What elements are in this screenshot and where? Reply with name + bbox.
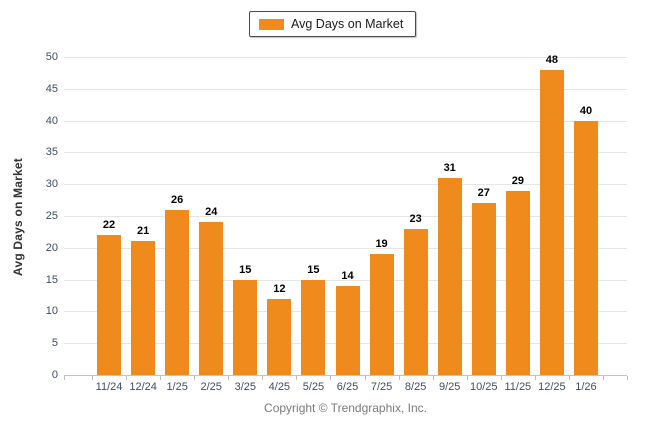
bar <box>437 177 462 375</box>
y-tick-label: 5 <box>51 337 58 350</box>
x-axis-tick <box>330 376 332 380</box>
bar-value-label: 12 <box>273 282 286 295</box>
x-axis-tick <box>160 376 162 380</box>
bar <box>233 279 258 375</box>
x-axis-tick <box>228 376 230 380</box>
x-tick-label: 8/25 <box>404 381 427 393</box>
gridline <box>64 152 627 154</box>
bar-value-label: 21 <box>136 225 150 238</box>
bar <box>301 279 326 375</box>
gridline <box>64 184 627 186</box>
x-axis-tick <box>398 376 400 380</box>
y-tick-label: 35 <box>45 146 58 159</box>
bar-value-label: 15 <box>307 263 320 276</box>
x-tick-label: 7/25 <box>370 381 393 393</box>
bar <box>403 228 428 375</box>
x-tick-label: 10/25 <box>470 381 498 393</box>
bar-value-label: 15 <box>239 263 252 276</box>
bar <box>131 241 156 375</box>
bar <box>165 209 190 375</box>
y-tick-label: 20 <box>45 241 58 254</box>
gridline <box>64 88 627 90</box>
y-tick-label: 10 <box>45 305 58 318</box>
y-tick-label: 40 <box>45 114 58 127</box>
x-axis-tick <box>92 376 93 380</box>
bar-value-label: 48 <box>545 53 559 66</box>
bar-value-label: 27 <box>477 187 490 200</box>
x-axis-tick <box>364 376 366 380</box>
copyright-text: Copyright © Trendgraphix, Inc. <box>264 401 427 415</box>
legend-swatch <box>259 18 284 30</box>
bar <box>97 235 122 375</box>
x-axis-tick <box>296 376 298 380</box>
x-axis-tick <box>627 376 628 380</box>
bar-value-label: 19 <box>375 238 388 251</box>
x-axis-tick <box>603 376 604 380</box>
y-tick-label: 25 <box>45 210 58 222</box>
gridline <box>64 120 627 122</box>
x-tick-label: 5/25 <box>302 381 325 393</box>
y-tick-label: 15 <box>45 273 58 286</box>
x-axis-tick <box>126 376 128 380</box>
bar <box>573 120 598 375</box>
y-tick-label: 45 <box>45 82 58 95</box>
x-tick-label: 11/25 <box>504 381 532 393</box>
x-axis-tick <box>568 376 570 380</box>
x-axis-line <box>64 375 627 376</box>
bar-value-label: 31 <box>443 161 456 174</box>
x-axis-tick <box>194 376 196 380</box>
x-tick-label: 9/25 <box>438 381 461 393</box>
x-tick-label: 12/25 <box>538 381 566 393</box>
bar-value-label: 26 <box>171 193 184 206</box>
bar-value-label: 22 <box>102 219 116 232</box>
bar-value-label: 29 <box>511 174 524 187</box>
bar-value-label: 14 <box>341 269 354 282</box>
bar <box>335 285 360 375</box>
gridline <box>64 216 627 217</box>
x-tick-label: 1/26 <box>575 381 597 393</box>
bar-value-label: 23 <box>409 212 422 225</box>
x-axis-tick <box>262 376 264 380</box>
bar-value-label: 40 <box>579 104 593 117</box>
bar <box>369 254 394 375</box>
x-axis-tick <box>534 376 536 380</box>
bar-value-label: 24 <box>205 206 218 219</box>
y-tick-label: 30 <box>45 178 58 191</box>
legend: Avg Days on Market <box>249 11 417 37</box>
gridline <box>64 279 627 281</box>
x-tick-label: 3/25 <box>234 381 256 393</box>
bar <box>471 203 496 375</box>
x-tick-label: 1/25 <box>166 381 188 393</box>
legend-label: Avg Days on Market <box>291 17 404 31</box>
bar <box>539 69 564 375</box>
x-axis-tick <box>64 376 65 380</box>
x-tick-label: 2/25 <box>200 381 222 393</box>
x-axis-tick <box>432 376 434 380</box>
y-tick-label: 0 <box>51 369 58 381</box>
x-axis-tick <box>466 376 468 380</box>
gridline <box>64 57 627 58</box>
bar <box>267 298 292 375</box>
x-tick-label: 6/25 <box>336 381 359 393</box>
x-axis-tick <box>500 376 502 380</box>
x-tick-label: 12/24 <box>129 381 157 393</box>
y-tick-label: 50 <box>45 51 58 63</box>
bar <box>505 190 530 375</box>
bar <box>199 222 224 375</box>
x-tick-label: 11/24 <box>95 381 123 393</box>
gridline <box>64 247 627 249</box>
x-tick-label: 4/25 <box>268 381 291 393</box>
